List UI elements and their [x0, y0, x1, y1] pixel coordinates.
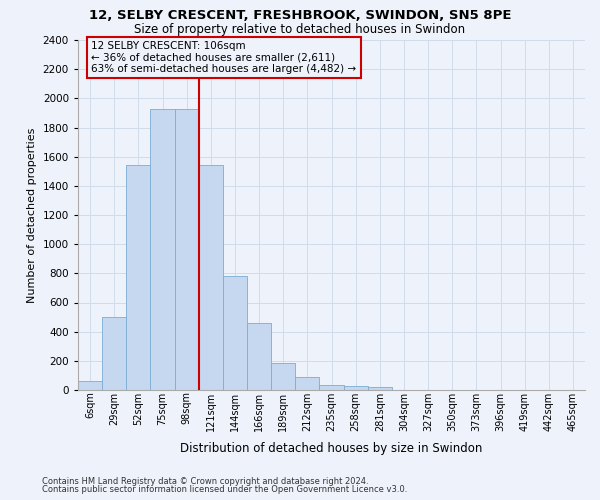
Bar	[295, 377, 319, 390]
Text: 12 SELBY CRESCENT: 106sqm
← 36% of detached houses are smaller (2,611)
63% of se: 12 SELBY CRESCENT: 106sqm ← 36% of detac…	[91, 40, 356, 74]
Bar	[151, 108, 175, 390]
Y-axis label: Number of detached properties: Number of detached properties	[27, 128, 37, 302]
Bar	[247, 323, 271, 390]
Bar	[175, 108, 199, 390]
Bar	[78, 381, 102, 390]
X-axis label: Distribution of detached houses by size in Swindon: Distribution of detached houses by size …	[181, 442, 482, 455]
Text: Size of property relative to detached houses in Swindon: Size of property relative to detached ho…	[134, 22, 466, 36]
Bar	[126, 166, 151, 390]
Text: Contains public sector information licensed under the Open Government Licence v3: Contains public sector information licen…	[42, 485, 407, 494]
Bar	[344, 386, 368, 390]
Bar	[102, 317, 126, 390]
Bar	[223, 276, 247, 390]
Bar	[319, 385, 344, 390]
Text: 12, SELBY CRESCENT, FRESHBROOK, SWINDON, SN5 8PE: 12, SELBY CRESCENT, FRESHBROOK, SWINDON,…	[89, 9, 511, 22]
Bar	[368, 387, 392, 390]
Bar	[199, 166, 223, 390]
Text: Contains HM Land Registry data © Crown copyright and database right 2024.: Contains HM Land Registry data © Crown c…	[42, 477, 368, 486]
Bar	[271, 363, 295, 390]
